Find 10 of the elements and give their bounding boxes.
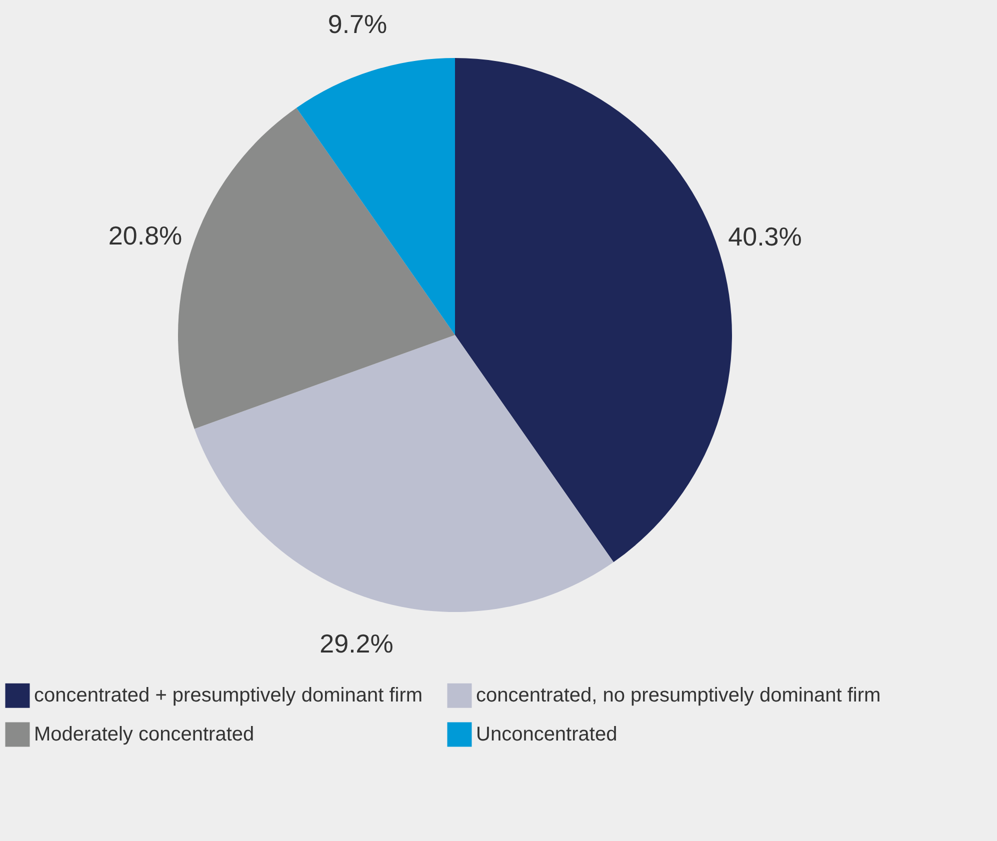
- data-label: 40.3%: [728, 221, 802, 252]
- pie-slice: [296, 58, 455, 335]
- legend-label: concentrated + presumptively dominant firm: [34, 684, 423, 707]
- legend-label: Moderately concentrated: [34, 724, 254, 746]
- data-label: 20.8%: [108, 220, 182, 251]
- data-label: 29.2%: [320, 628, 394, 659]
- data-label: 9.7%: [328, 8, 388, 39]
- legend-label: concentrated, no presumptively dominant firm: [476, 684, 881, 707]
- pie-slice: [194, 335, 614, 612]
- legend-label: Unconcentrated: [476, 724, 618, 746]
